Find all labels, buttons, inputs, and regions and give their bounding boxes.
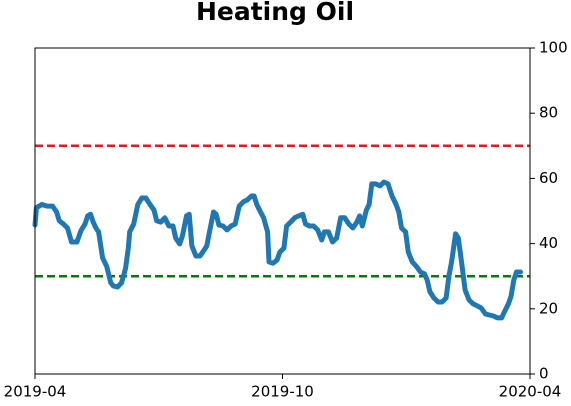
x-tick-label: 2019-10: [251, 383, 314, 401]
y-tick-label: 80: [539, 104, 558, 122]
y-tick-label: 20: [539, 299, 558, 317]
data-line: [32, 179, 523, 321]
y-tick-label: 100: [539, 39, 568, 57]
chart-title: Heating Oil: [196, 0, 354, 26]
plot-frame: [34, 47, 531, 375]
x-tick-label: 2020-04: [499, 383, 562, 401]
y-tick-label: 40: [539, 234, 558, 252]
y-tick-label: 60: [539, 169, 558, 187]
x-tick-label: 2019-04: [4, 383, 67, 401]
y-tick-label: 0: [539, 365, 549, 383]
